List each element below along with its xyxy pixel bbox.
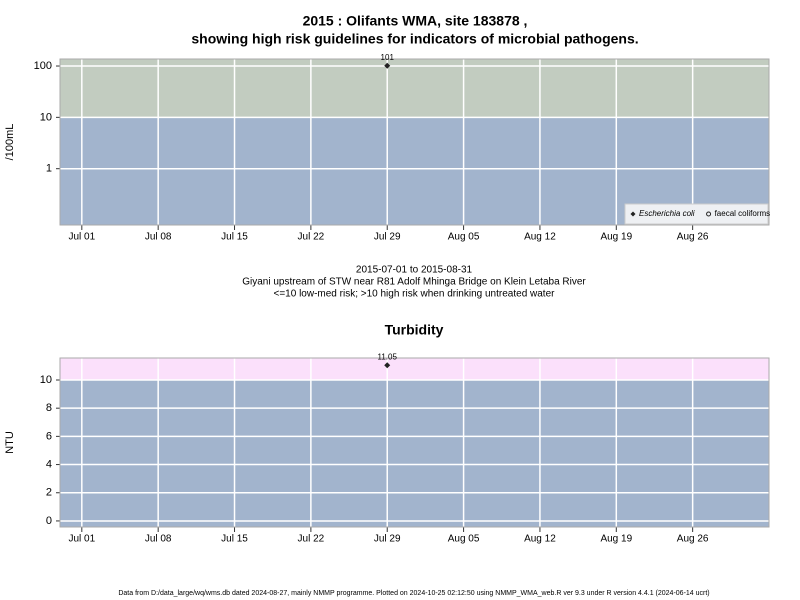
y-tick-label: 0 (46, 515, 52, 527)
footer: Data from D:/data_large/wq/wms.db dated … (118, 590, 709, 597)
plot-border (59, 58, 770, 226)
note: Giyani upstream of STW near R81 Adolf Mh… (242, 277, 586, 288)
y-tick-label: 10 (40, 374, 52, 386)
y-tick-label: 2 (46, 487, 52, 499)
chart-subtitle: showing high risk guidelines for indicat… (191, 31, 638, 47)
legend-label: faecal coliforms (715, 209, 771, 218)
chart-title: 2015 : Olifants WMA, site 183878 , (303, 13, 528, 29)
plot-border (59, 357, 770, 528)
value-label: 11.05 (378, 352, 398, 361)
legend-marker (630, 211, 636, 217)
x-tick-label: Jul 01 (68, 232, 95, 243)
x-tick-label: Jul 15 (221, 232, 248, 243)
x-tick-label: Jul 15 (221, 534, 248, 545)
band-below (60, 379, 769, 527)
x-tick-label: Jul 01 (68, 534, 95, 545)
y-tick-label: 4 (46, 458, 52, 470)
y-tick-label: 100 (34, 60, 52, 72)
y-axis-label: /100mL (4, 124, 16, 161)
x-tick-label: Aug 19 (600, 232, 632, 243)
legend-label: Escherichia coli (639, 209, 695, 218)
legend-box (624, 203, 769, 225)
y-tick-label: 8 (46, 402, 52, 414)
y-tick-label: 1 (46, 163, 52, 175)
x-tick-label: Jul 08 (145, 232, 172, 243)
x-tick-label: Jul 29 (374, 534, 401, 545)
data-point (384, 62, 391, 69)
x-tick-label: Aug 05 (448, 232, 480, 243)
note: <=10 low-med risk; >10 high risk when dr… (274, 289, 556, 300)
x-tick-label: Jul 29 (374, 232, 401, 243)
x-tick-label: Aug 19 (600, 534, 632, 545)
y-tick-label: 6 (46, 430, 52, 442)
x-tick-label: Aug 12 (524, 534, 556, 545)
band-above (60, 59, 769, 118)
y-axis-label: NTU (4, 431, 16, 454)
x-tick-label: Aug 05 (448, 534, 480, 545)
legend-marker (706, 211, 712, 217)
band-above (60, 358, 769, 380)
y-tick-label: 10 (40, 111, 52, 123)
value-label: 101 (381, 53, 395, 62)
x-tick-label: Aug 26 (677, 534, 709, 545)
data-point (384, 362, 391, 369)
x-tick-label: Jul 22 (298, 534, 325, 545)
chart-title: Turbidity (385, 322, 444, 338)
x-tick-label: Aug 26 (677, 232, 709, 243)
x-tick-label: Jul 08 (145, 534, 172, 545)
x-tick-label: Aug 12 (524, 232, 556, 243)
x-tick-label: Jul 22 (298, 232, 325, 243)
note: 2015-07-01 to 2015-08-31 (356, 265, 473, 276)
